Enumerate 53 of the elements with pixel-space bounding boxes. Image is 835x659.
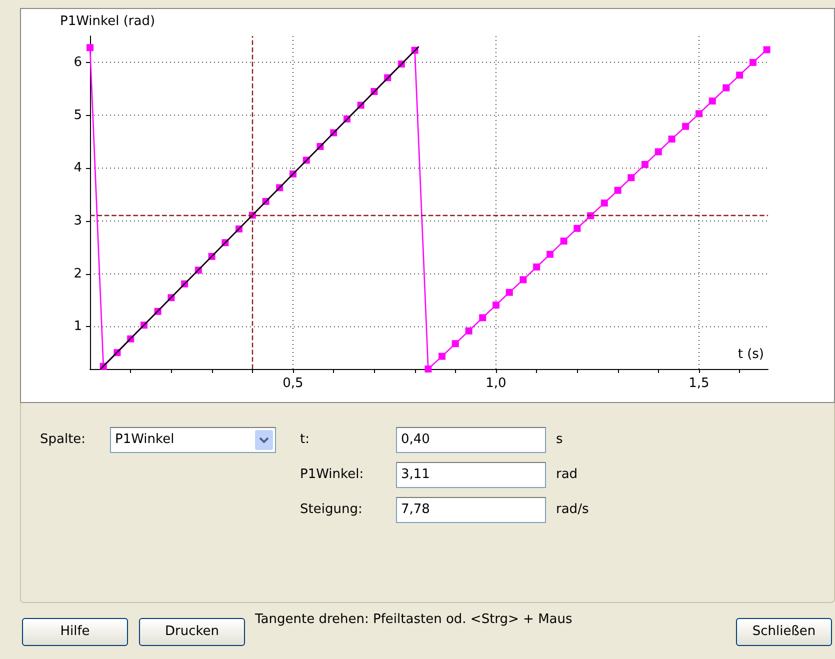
point	[763, 46, 770, 54]
x-tick-label: 0,5	[282, 376, 304, 391]
text: Drucken	[139, 618, 245, 646]
point	[452, 340, 459, 348]
text: P1Winkel	[110, 427, 276, 453]
point	[628, 174, 635, 182]
point	[492, 302, 500, 309]
point	[641, 160, 648, 168]
text: Schließen	[736, 618, 832, 646]
point	[600, 200, 608, 207]
text: rad	[556, 466, 578, 484]
point	[560, 238, 568, 245]
point	[546, 250, 554, 258]
point	[438, 352, 446, 360]
text: Steigung:	[300, 501, 362, 519]
y-tick-label: 6	[74, 54, 82, 70]
y-tick-label: 1	[74, 319, 82, 334]
point	[614, 186, 622, 194]
point	[695, 110, 702, 118]
x-tick-label: 1,0	[486, 376, 506, 391]
x-axis-title: t (s)	[738, 347, 764, 362]
text: Tangente drehen: Pfeiltasten od. <Strg> + Maus	[255, 611, 572, 629]
point	[479, 314, 486, 322]
y-tick-label: 3	[74, 214, 82, 228]
text: s	[556, 431, 563, 449]
point	[668, 136, 676, 143]
point	[749, 58, 756, 66]
point	[533, 263, 540, 270]
point	[708, 98, 716, 105]
point	[682, 122, 690, 130]
point	[574, 224, 581, 232]
point	[587, 212, 594, 220]
text: rad/s	[556, 501, 589, 519]
y-axis-title: P1Winkel (rad)	[60, 14, 156, 29]
point	[722, 84, 730, 92]
text: Spalte:	[40, 431, 86, 449]
text: 3,11	[396, 462, 546, 488]
point	[506, 288, 513, 296]
point	[736, 72, 744, 79]
x-tick-label: 1,5	[688, 376, 710, 391]
point	[424, 366, 432, 372]
y-tick-label: 4	[74, 160, 82, 176]
text: 7,78	[396, 497, 546, 523]
text: 0,40	[396, 427, 546, 453]
point	[654, 148, 662, 156]
point	[465, 327, 472, 334]
text: Hilfe	[22, 618, 128, 646]
point	[86, 44, 94, 52]
text: P1Winkel:	[300, 466, 364, 484]
y-tick-label: 5	[74, 108, 82, 123]
point	[520, 276, 527, 284]
y-tick-label: 2	[74, 266, 82, 282]
text: t:	[300, 431, 310, 449]
